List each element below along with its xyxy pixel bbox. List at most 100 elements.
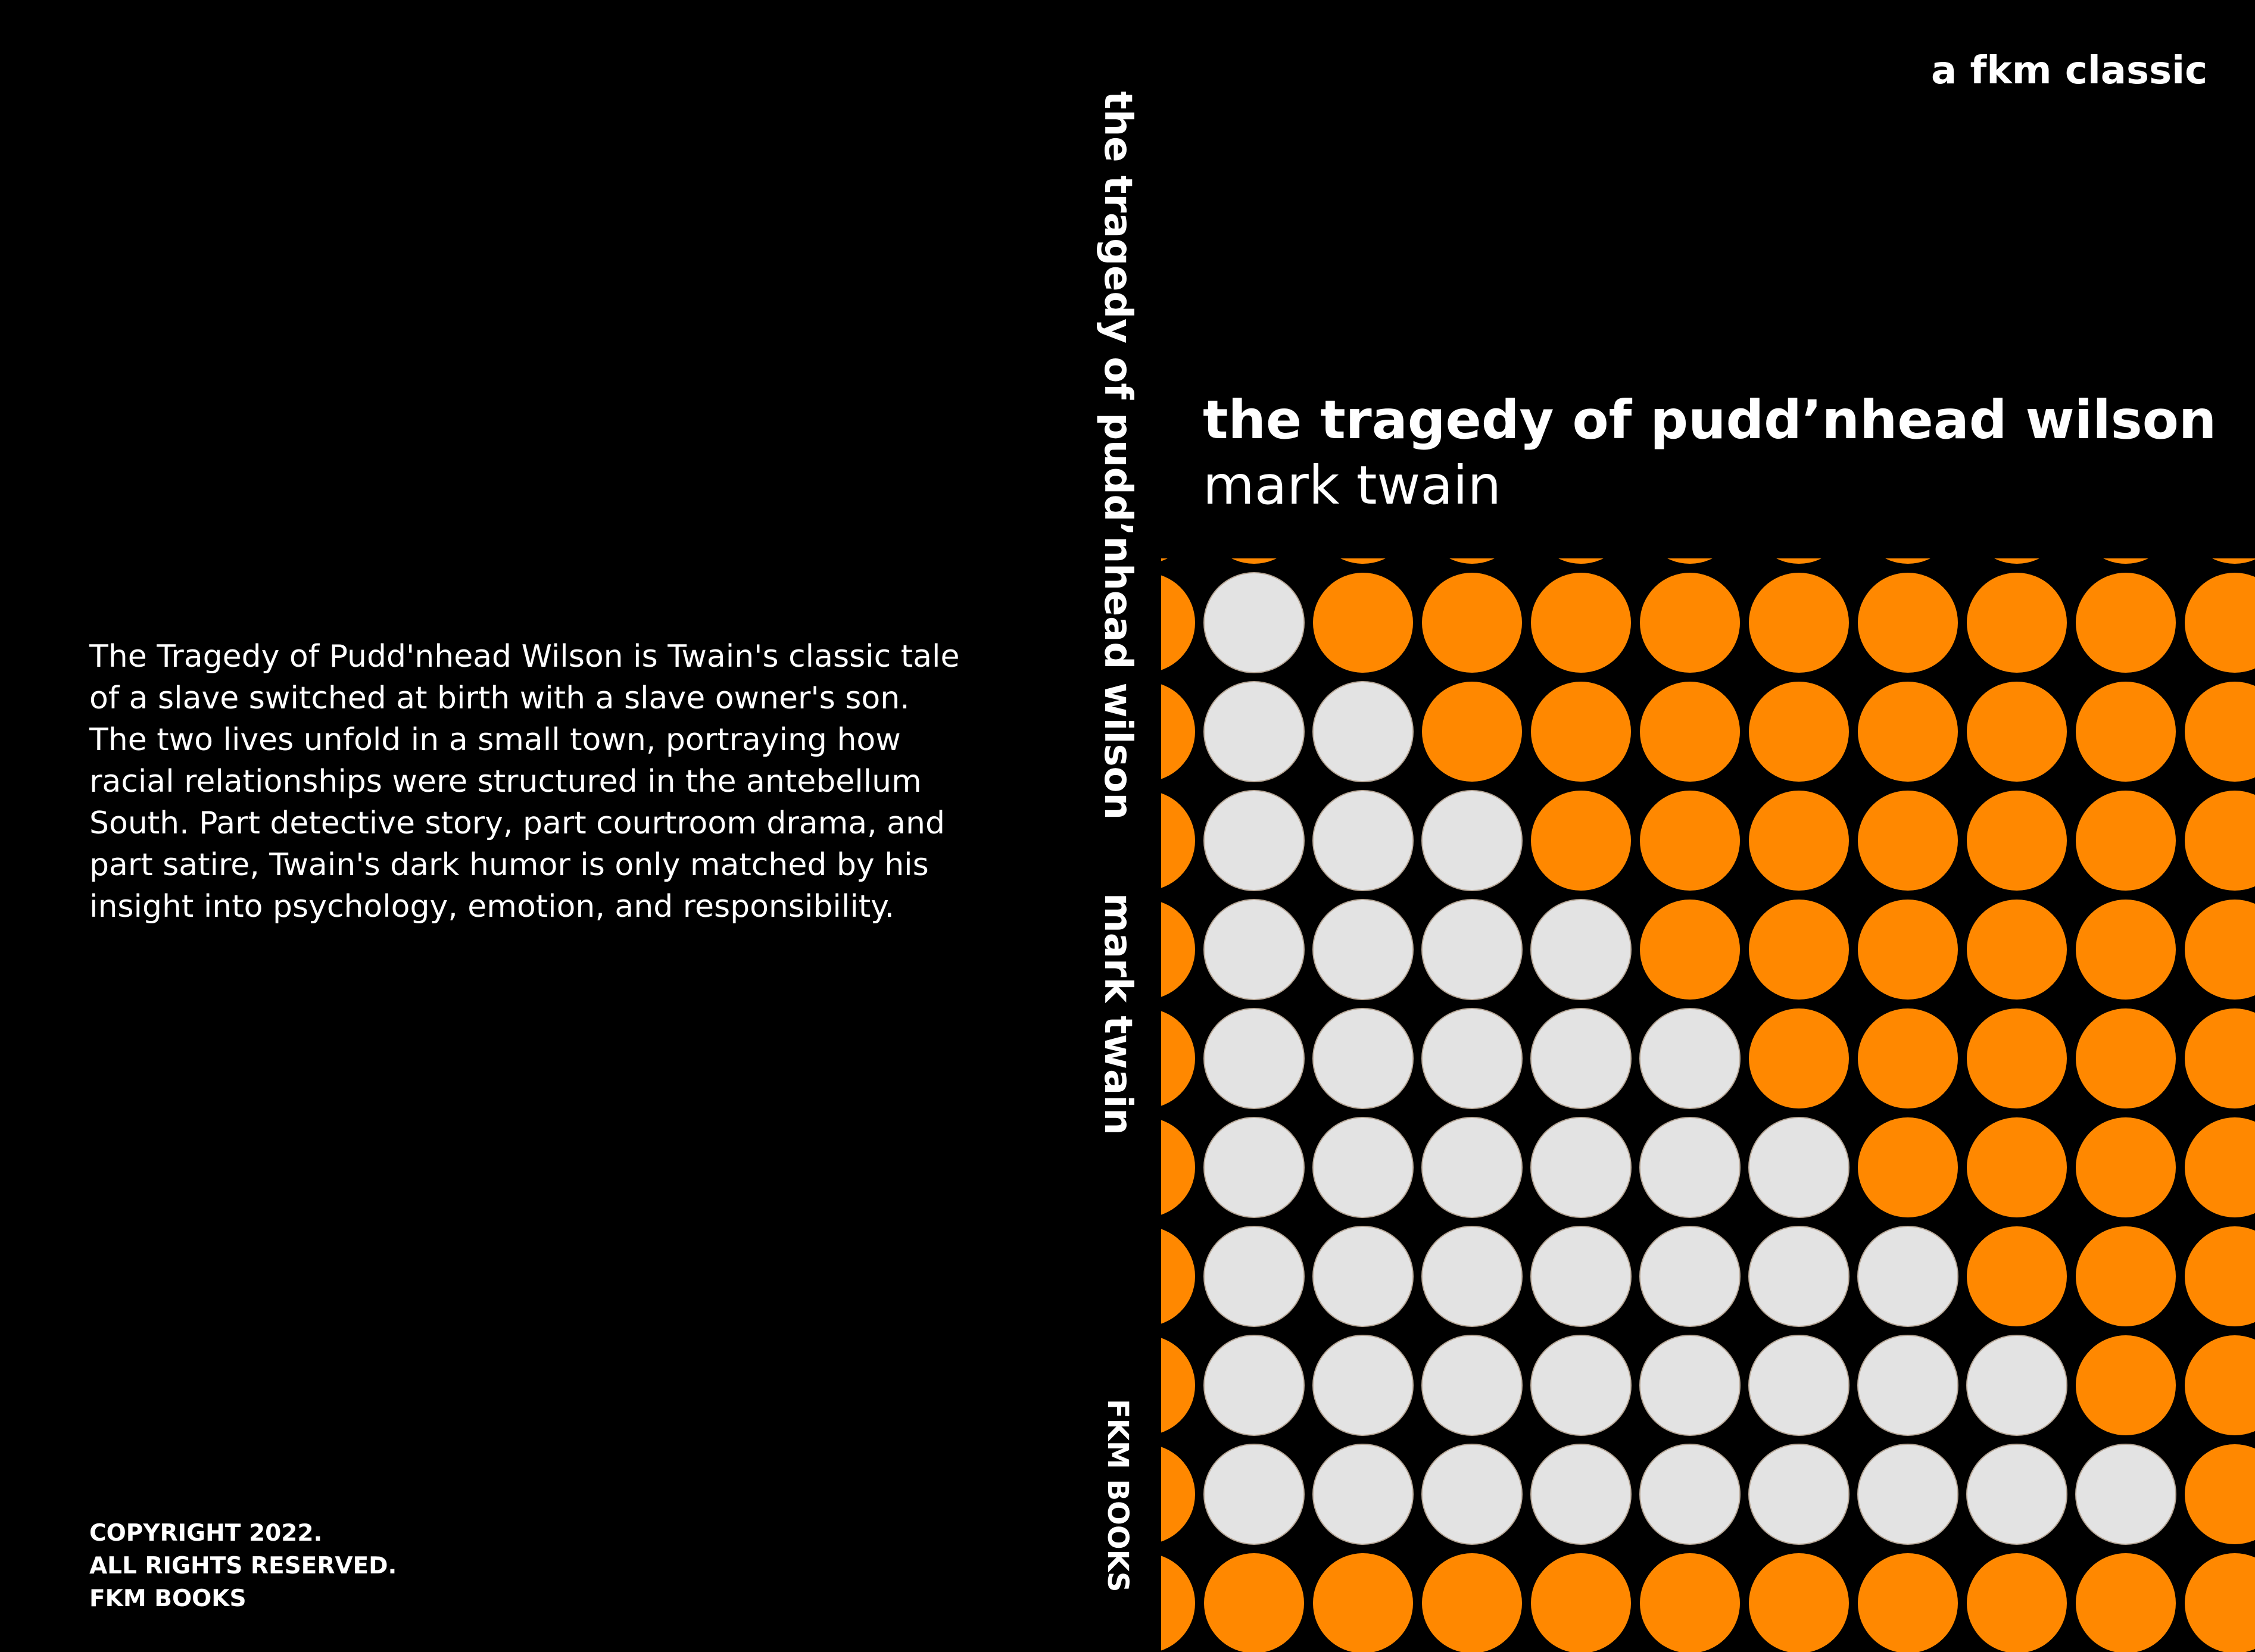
orange-dot xyxy=(1161,1011,1195,1106)
orange-dot xyxy=(1749,900,1849,1000)
orange-dot xyxy=(1776,558,1822,564)
orange-dot xyxy=(1640,682,1740,782)
rights-line: ALL RIGHTS RESERVED. xyxy=(89,1553,397,1579)
orange-dot xyxy=(1967,1553,2067,1652)
copyright-block: COPYRIGHT 2022. ALL RIGHTS RESERVED. FKM… xyxy=(89,1517,397,1615)
orange-dot xyxy=(1967,791,2067,891)
book-title: the tragedy of pudd’nhead wilson xyxy=(1203,389,2217,451)
gray-dot xyxy=(1530,1008,1632,1109)
gray-dot xyxy=(1857,1335,1958,1436)
orange-dot xyxy=(1161,793,1195,888)
gray-dot xyxy=(1312,899,1414,1000)
orange-dot xyxy=(2076,1226,2176,1326)
orange-dot xyxy=(1313,573,1413,673)
book-author: mark twain xyxy=(1203,454,1502,516)
orange-dot xyxy=(1161,575,1195,670)
orange-dot xyxy=(1994,558,2039,564)
spine: the tragedy of pudd’nhead wilson mark tw… xyxy=(1084,0,1152,1652)
orange-dot xyxy=(1161,902,1195,997)
orange-dot xyxy=(2185,900,2255,1000)
orange-dot xyxy=(1858,573,1958,673)
gray-dot xyxy=(1966,1444,2067,1545)
gray-dot xyxy=(1312,1335,1414,1436)
gray-dot xyxy=(2075,1444,2176,1545)
gray-dot xyxy=(1421,1008,1523,1109)
orange-dot xyxy=(1531,682,1631,782)
orange-dot xyxy=(1422,573,1522,673)
orange-dot xyxy=(1749,1008,1849,1108)
orange-dot xyxy=(1640,1553,1740,1652)
gray-dot xyxy=(1312,1008,1414,1109)
orange-dot xyxy=(2076,1008,2176,1108)
orange-dot xyxy=(1231,558,1277,564)
orange-dot xyxy=(2103,558,2148,564)
orange-dot xyxy=(2185,1553,2255,1652)
orange-dot xyxy=(1640,791,1740,891)
orange-dot xyxy=(2076,682,2176,782)
series-label: a fkm classic xyxy=(1931,49,2207,93)
back-cover-blurb: The Tragedy of Pudd'nhead Wilson is Twai… xyxy=(89,639,960,925)
dot-pattern-graphic xyxy=(1161,558,2255,1652)
orange-dot xyxy=(1340,558,1386,564)
gray-dot xyxy=(1530,1444,1632,1545)
orange-dot xyxy=(2076,573,2176,673)
orange-dot xyxy=(1161,558,1168,561)
orange-dot xyxy=(2212,558,2255,564)
orange-dot xyxy=(1858,1553,1958,1652)
orange-dot xyxy=(1161,1447,1195,1542)
spine-publisher: FKM BOOKS xyxy=(1101,1399,1134,1592)
back-cover: The Tragedy of Pudd'nhead Wilson is Twai… xyxy=(0,0,1072,1652)
orange-dot xyxy=(1858,1117,1958,1217)
gray-dot xyxy=(1857,1444,1958,1545)
gray-dot xyxy=(1748,1117,1849,1218)
orange-dot xyxy=(1161,1120,1195,1215)
orange-dot xyxy=(2185,791,2255,891)
gray-dot xyxy=(1857,1226,1958,1327)
orange-dot xyxy=(2076,1553,2176,1652)
gray-dot xyxy=(1639,1444,1741,1545)
gray-dot xyxy=(1530,899,1632,1000)
gray-dot xyxy=(1530,1335,1632,1436)
orange-dot xyxy=(2076,791,2176,891)
orange-dot xyxy=(2185,573,2255,673)
orange-dot xyxy=(1422,1553,1522,1652)
orange-dot xyxy=(1967,1008,2067,1108)
dot-pattern xyxy=(1161,558,2255,1652)
orange-dot xyxy=(1749,682,1849,782)
gray-dot xyxy=(1203,790,1305,891)
orange-dot xyxy=(1161,1556,1195,1651)
gray-dot xyxy=(1639,1117,1741,1218)
orange-dot xyxy=(2185,682,2255,782)
orange-dot xyxy=(1531,573,1631,673)
gray-dot xyxy=(1203,1335,1305,1436)
orange-dot xyxy=(1967,900,2067,1000)
orange-dot xyxy=(1749,791,1849,891)
gray-dot xyxy=(1966,1335,2067,1436)
orange-dot xyxy=(2185,1335,2255,1435)
orange-dot xyxy=(1967,1117,2067,1217)
gray-dot xyxy=(1421,790,1523,891)
orange-dot xyxy=(1204,1553,1304,1652)
orange-dot xyxy=(2076,900,2176,1000)
orange-dot xyxy=(1531,1553,1631,1652)
orange-dot xyxy=(1967,1226,2067,1326)
orange-dot xyxy=(1858,682,1958,782)
publisher-line: FKM BOOKS xyxy=(89,1585,247,1612)
gray-dot xyxy=(1312,1226,1414,1327)
orange-dot xyxy=(1667,558,1713,564)
orange-dot xyxy=(1449,558,1495,564)
orange-dot xyxy=(1313,1553,1413,1652)
orange-dot xyxy=(1858,1008,1958,1108)
gray-dot xyxy=(1312,1444,1414,1545)
gray-dot xyxy=(1203,899,1305,1000)
spine-author: mark twain xyxy=(1096,893,1140,1135)
orange-dot xyxy=(1640,573,1740,673)
gray-dot xyxy=(1421,1335,1523,1436)
orange-dot xyxy=(1858,900,1958,1000)
orange-dot xyxy=(1967,682,2067,782)
orange-dot xyxy=(1531,791,1631,891)
gray-dot xyxy=(1748,1444,1849,1545)
gray-dot xyxy=(1421,899,1523,1000)
orange-dot xyxy=(2185,1226,2255,1326)
orange-dot xyxy=(1967,573,2067,673)
